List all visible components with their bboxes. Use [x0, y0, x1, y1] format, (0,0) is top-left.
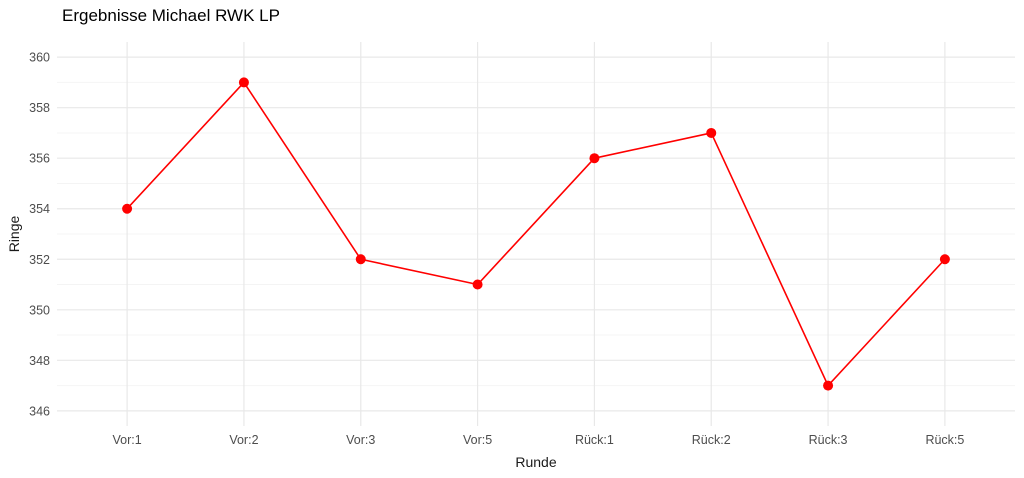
- x-tick-label: Vor:3: [346, 433, 375, 447]
- data-point: [589, 153, 600, 164]
- x-tick-label: Vor:2: [229, 433, 258, 447]
- y-tick-label: 348: [29, 354, 50, 368]
- x-tick-label: Rück:1: [575, 433, 614, 447]
- x-tick-label: Rück:2: [692, 433, 731, 447]
- y-tick-label: 352: [29, 253, 50, 267]
- x-tick-label: Rück:5: [925, 433, 964, 447]
- chart-title: Ergebnisse Michael RWK LP: [62, 6, 280, 25]
- y-tick-label: 358: [29, 101, 50, 115]
- x-axis-title: Runde: [515, 454, 557, 470]
- data-point: [355, 254, 366, 265]
- x-tick-label: Vor:5: [463, 433, 492, 447]
- x-tick-label: Vor:1: [113, 433, 142, 447]
- y-tick-label: 354: [29, 202, 50, 216]
- data-point: [122, 203, 133, 214]
- x-tick-label: Rück:3: [809, 433, 848, 447]
- data-point: [472, 279, 483, 290]
- data-point: [823, 380, 834, 391]
- y-tick-label: 346: [29, 404, 50, 418]
- y-tick-label: 360: [29, 51, 50, 65]
- data-line: [126, 81, 946, 387]
- y-tick-label: 350: [29, 303, 50, 317]
- data-point: [706, 127, 717, 138]
- y-tick-label: 356: [29, 152, 50, 166]
- data-point: [238, 77, 249, 88]
- data-point: [939, 254, 950, 265]
